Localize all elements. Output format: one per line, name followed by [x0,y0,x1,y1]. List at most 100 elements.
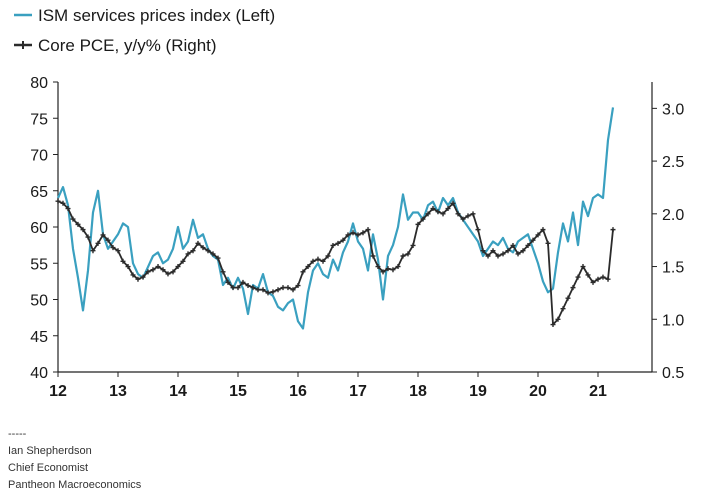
core-pce-point [390,267,396,273]
core-pce-point [290,287,296,293]
core-pce-point [340,237,346,243]
core-pce-point [565,295,571,301]
core-pce-point [330,242,336,248]
core-pce-point [440,211,446,217]
core-pce-point [250,285,256,291]
legend-label-ism: ISM services prices index (Left) [38,6,275,25]
core-pce-point [180,258,186,264]
core-pce-point [500,251,506,257]
x-tick-label: 19 [469,383,487,400]
core-pce-point [305,264,311,270]
ism-services-line [57,107,615,330]
core-pce-point [505,248,511,254]
core-pce-point [535,232,541,238]
core-pce-point [225,279,231,285]
core-pce-point [115,248,121,254]
core-pce-point [300,269,306,275]
core-pce-point [240,279,246,285]
x-tick-label: 15 [229,383,247,400]
core-pce-point [375,264,381,270]
core-pce-point [430,206,436,212]
core-pce-point [280,285,286,291]
core-pce-point [545,240,551,246]
core-pce-point [130,272,136,278]
x-tick-label: 21 [589,383,607,400]
core-pce-point [575,274,581,280]
x-tick-label: 20 [529,383,547,400]
core-pce-point [495,253,501,259]
legend-marker-pce [19,41,27,49]
legend-label-pce: Core PCE, y/y% (Right) [38,36,217,55]
left-tick-label: 45 [30,329,48,346]
core-pce-point [435,209,441,215]
core-pce-point [385,266,391,272]
core-pce-point [210,251,216,257]
core-pce-point [65,206,71,212]
x-tick-label: 13 [109,383,127,400]
core-pce-point [485,253,491,259]
core-pce-point [590,279,596,285]
left-tick-label: 80 [30,75,48,92]
x-tick-label: 12 [49,383,67,400]
core-pce-point [520,248,526,254]
chart: 40 45 50 55 60 65 70 75 80 0.5 1.0 1.5 2.0 2.5 3.0 12 13… [14,6,684,400]
right-tick-label: 0.5 [662,365,684,382]
core-pce-point [480,248,486,254]
core-pce-point [465,213,471,219]
core-pce-point [230,285,236,291]
core-pce-point [555,316,561,322]
core-pce-point [85,234,91,240]
left-tick-label: 60 [30,220,48,237]
core-pce-point [60,200,66,206]
core-pce-point [235,285,241,291]
core-pce-point [345,232,351,238]
right-tick-label: 1.5 [662,260,684,277]
core-pce-point [415,221,421,227]
core-pce-point [285,285,291,291]
x-tick-label: 16 [289,383,307,400]
core-pce-point [350,230,356,236]
core-pce-point [460,216,466,222]
right-tick-label: 2.5 [662,154,684,171]
core-pce-point [550,322,556,328]
core-pce-point [380,269,386,275]
right-tick-label: 3.0 [662,101,684,118]
left-tick-label: 70 [30,148,48,165]
core-pce-point [220,269,226,275]
core-pce-point [125,264,131,270]
author-company: Pantheon Macroeconomics [8,479,142,491]
core-pce-point [610,227,616,233]
core-pce-point [260,287,266,293]
core-pce-point [80,227,86,233]
core-pce-point [540,227,546,233]
core-pce-point [450,200,456,206]
core-pce-point [320,258,326,264]
core-pce-point [135,276,141,282]
core-pce-point [270,289,276,295]
core-pce-point [490,248,496,254]
core-pce-point [175,264,181,270]
core-pce-point [275,287,281,293]
core-pce-point [595,276,601,282]
right-tick-label: 2.0 [662,207,684,224]
core-pce-point [560,306,566,312]
left-tick-label: 65 [30,184,48,201]
core-pce-point [105,237,111,243]
core-pce-point [315,256,321,262]
core-pce-point [570,285,576,291]
core-pce-point [185,251,191,257]
core-pce-point [215,255,221,261]
right-tick-label: 1.0 [662,312,684,329]
left-tick-label: 75 [30,111,48,128]
core-pce-point [265,290,271,296]
core-pce-point [200,245,206,251]
core-pce-point [190,248,196,254]
core-pce-point [165,271,171,277]
core-pce-point [470,211,476,217]
left-tick-label: 55 [30,256,48,273]
core-pce-point [325,253,331,259]
core-pce-point [170,269,176,275]
core-pce-point [525,242,531,248]
author-credits: ----- Ian Shepherdson Chief Economist Pa… [8,426,141,494]
core-pce-point [400,253,406,259]
